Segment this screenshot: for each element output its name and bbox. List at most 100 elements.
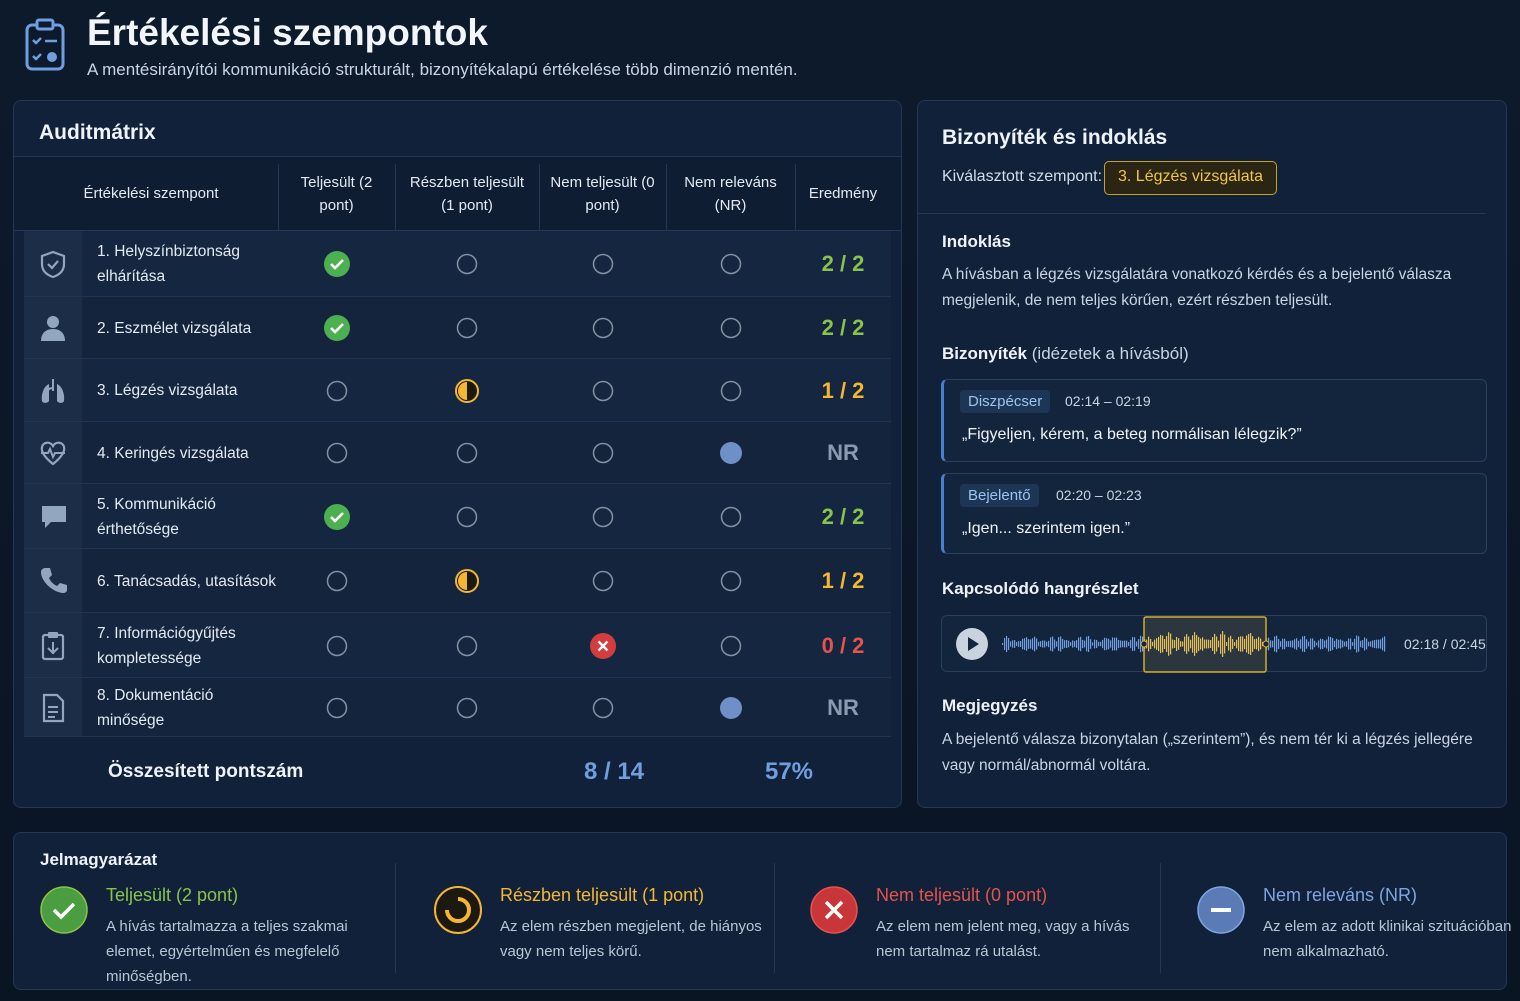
waveform (1236, 639, 1238, 649)
criterion-icon (47, 316, 59, 328)
waveform (1194, 632, 1196, 656)
waveform (1032, 638, 1034, 650)
panel-title: Auditmátrix (39, 121, 156, 144)
status-symbol (455, 569, 479, 593)
criterion-label: 7. Információgyűjtés kompletessége (97, 624, 236, 667)
waveform (1328, 636, 1330, 652)
legend-item-text: Az elem az adott klinikai szituációban n… (1263, 918, 1512, 960)
waveform (1298, 640, 1300, 648)
waveform (1226, 641, 1228, 647)
waveform (1380, 639, 1382, 649)
waveform (1376, 639, 1378, 649)
result: 1 / 2 (821, 377, 865, 403)
empty-symbol (326, 635, 347, 656)
waveform (1030, 639, 1032, 649)
waveform (1042, 640, 1044, 648)
legend-item-text: Az elem nem jelent meg, vagy a hívás nem… (876, 918, 1130, 960)
waveform (1168, 632, 1170, 656)
waveform (1250, 633, 1252, 655)
empty-symbol (592, 442, 613, 464)
criterion-cell: 7. Információgyűjtés kompletessége (97, 613, 277, 678)
criterion-icon (41, 329, 65, 341)
legend-symbol (40, 886, 88, 934)
waveform (1114, 637, 1116, 651)
waveform (1272, 640, 1274, 648)
waveform (1086, 636, 1088, 652)
waveform (1126, 640, 1128, 648)
empty-symbol (720, 253, 741, 275)
criterion-icon (41, 568, 67, 593)
waveform (1062, 638, 1064, 650)
waveform (1278, 639, 1280, 649)
waveform (1270, 640, 1272, 648)
waveform (1116, 637, 1118, 651)
quote-time: 02:20 – 02:23 (1056, 487, 1142, 503)
status-symbol (323, 503, 350, 530)
waveform (1290, 640, 1292, 648)
waveform (1366, 638, 1368, 650)
waveform (1378, 639, 1380, 649)
total-score: 8 / 14 (583, 758, 645, 785)
legend-symbol (445, 897, 471, 923)
result: 2 / 2 (821, 503, 865, 529)
waveform (1198, 636, 1200, 652)
result-cell: NR (795, 678, 891, 737)
waveform (1088, 636, 1090, 652)
page-title: Értékelési szempontok (87, 12, 488, 53)
empty-symbol (326, 635, 347, 656)
waveform (1202, 637, 1204, 651)
section-subtitle: (idézetek a hívásból) (1031, 344, 1189, 363)
empty-symbol (592, 570, 613, 592)
waveform (1068, 640, 1070, 648)
waveform (1054, 639, 1056, 649)
result: 1 / 2 (821, 568, 865, 593)
empty-symbol (592, 317, 613, 339)
status-symbol (329, 511, 344, 523)
waveform (1324, 640, 1326, 648)
result: 2 / 2 (821, 251, 865, 276)
waveform (1306, 639, 1308, 649)
waveform (1192, 635, 1194, 653)
empty-symbol (720, 317, 741, 339)
waveform (1118, 639, 1120, 649)
criterion-label: 6. Tanácsadás, utasítások (97, 572, 276, 590)
result-cell: 1 / 2 (795, 549, 891, 613)
waveform (1066, 639, 1068, 649)
criterion-icon (48, 631, 58, 638)
waveform (1342, 640, 1344, 648)
criterion-cell: 6. Tanácsadás, utasítások (97, 549, 277, 613)
empty-symbol (720, 380, 741, 401)
waveform (1292, 640, 1294, 648)
note-text: A bejelentő válasza bizonytalan („szerin… (942, 731, 1473, 774)
waveform (1384, 636, 1386, 652)
waveform (1018, 641, 1020, 647)
waveform (1350, 638, 1352, 650)
waveform (1258, 636, 1260, 652)
criterion-icon (42, 505, 66, 528)
criterion-cell: 1. Helyszínbiztonság elhárítása (97, 231, 277, 297)
waveform (1186, 634, 1188, 654)
empty-symbol (456, 635, 478, 656)
criterion-label: 1. Helyszínbiztonság elhárítása (97, 243, 241, 285)
criterion-icon (41, 378, 65, 403)
waveform (1218, 640, 1220, 648)
waveform (1122, 640, 1124, 648)
waveform (1360, 640, 1362, 648)
empty-symbol (326, 570, 347, 592)
waveform (1288, 641, 1290, 647)
result: NR (827, 440, 859, 465)
reasoning-text: A hívásban a légzés vizsgálatára vonatko… (942, 266, 1452, 309)
waveform (1332, 638, 1334, 650)
result: NR (827, 694, 859, 720)
waveform (1090, 639, 1092, 649)
waveform (1190, 639, 1192, 649)
waveform (1026, 637, 1028, 651)
selected-label: Kiválasztott szempont: (942, 168, 1103, 185)
waveform (1166, 636, 1168, 652)
waveform (1260, 638, 1262, 650)
waveform (1128, 641, 1130, 647)
icon-cell (24, 231, 82, 296)
waveform (1056, 641, 1058, 647)
waveform (1080, 636, 1082, 652)
